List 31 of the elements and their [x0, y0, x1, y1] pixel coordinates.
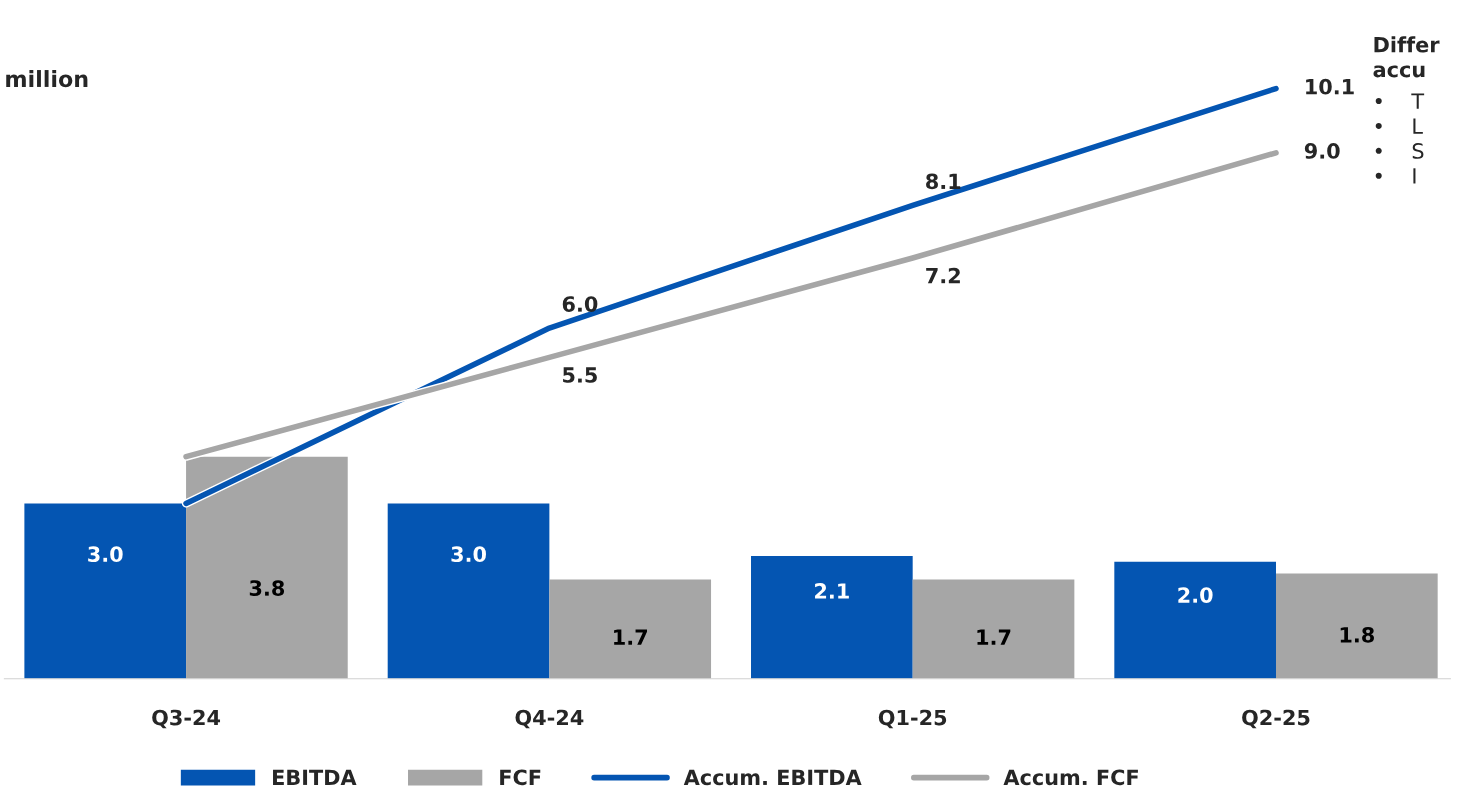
- x-tick-label: Q3-24: [152, 709, 221, 729]
- legend-label: Accum. FCF: [1003, 769, 1138, 786]
- data-label: 1.7: [614, 629, 647, 645]
- bar: [751, 556, 913, 679]
- data-label: 1.7: [977, 629, 1011, 645]
- bar: [1114, 561, 1276, 679]
- text: Differ accu: [1373, 36, 1440, 78]
- data-label: 10.1: [1306, 78, 1354, 95]
- data-label: 9.0: [1304, 143, 1340, 159]
- data-label: 8.1: [926, 173, 961, 190]
- legend-label: Accum. EBITDA: [683, 769, 862, 786]
- x-tick-label: Q1-25: [878, 709, 947, 729]
- data-label: 2.0: [1178, 587, 1213, 603]
- bar: [912, 579, 1075, 679]
- data-label: 2.1: [815, 583, 849, 599]
- x-tick-label: Q4-24: [515, 709, 584, 729]
- data-label: 3.0: [451, 546, 486, 563]
- data-label: 5.5: [563, 367, 597, 383]
- data-label: 3.0: [88, 546, 123, 563]
- annotation: • T • L • S • I: [1375, 93, 1425, 184]
- legend-label: EBITDA: [273, 769, 357, 785]
- data-label: 3.8: [249, 580, 285, 596]
- bar: [1275, 573, 1438, 679]
- data-label: 6.0: [562, 296, 598, 312]
- bar: [387, 503, 550, 679]
- y-axis-title: million: [6, 70, 88, 88]
- data-label: 7.2: [926, 267, 960, 284]
- legend-label: FCF: [500, 769, 541, 786]
- data-label: 1.8: [1340, 626, 1374, 643]
- bar: [549, 579, 712, 679]
- x-tick-label: Q2-25: [1242, 709, 1310, 729]
